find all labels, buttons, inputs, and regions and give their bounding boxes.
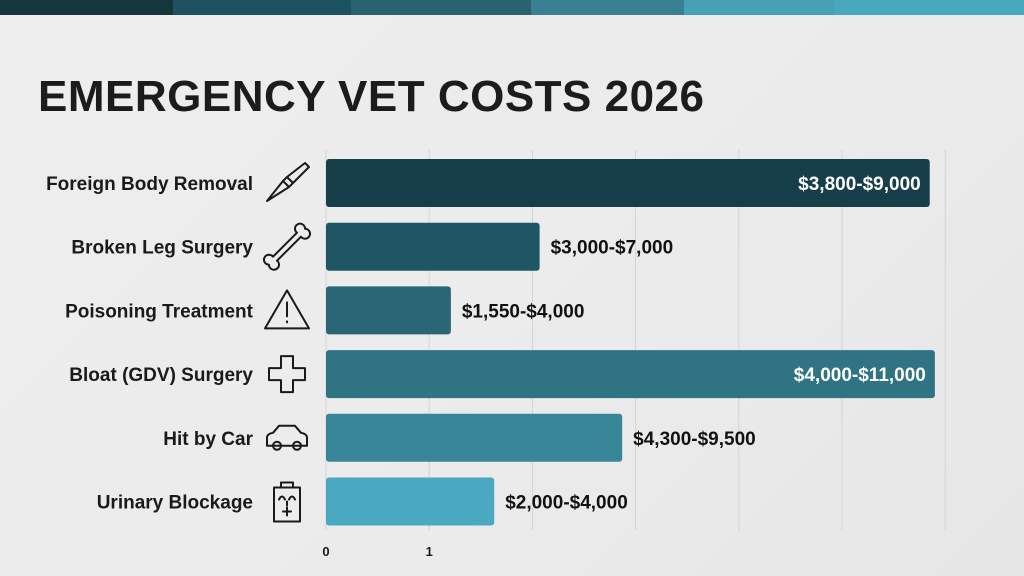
chart-title: EMERGENCY VET COSTS 2026	[38, 72, 705, 121]
data-label: $4,300-$9,500	[633, 429, 756, 450]
category-label: Foreign Body Removal	[46, 174, 253, 195]
bar-row: Foreign Body Removal $3,800-$9,000	[46, 159, 930, 207]
strip-segment	[351, 0, 531, 15]
clipboard-icon	[273, 481, 301, 523]
strip-segment	[834, 0, 1024, 15]
medical-cross-icon	[268, 355, 306, 394]
category-label: Urinary Blockage	[97, 493, 253, 514]
bar-row: Broken Leg Surgery $3,000-$7,000	[71, 222, 674, 271]
car-icon	[266, 424, 308, 451]
bar	[326, 413, 623, 462]
strip-segment	[531, 0, 684, 15]
bar-row: Poisoning Treatment $1,550-$4,000	[65, 286, 585, 335]
category-label: Broken Leg Surgery	[71, 238, 253, 259]
strip-segment	[684, 0, 834, 15]
bar	[326, 350, 935, 399]
category-label: Hit by Car	[163, 429, 253, 450]
bar-row: Hit by Car $4,300-$9,500	[163, 413, 756, 462]
x-tick-label: 1	[426, 544, 433, 559]
x-tick-label: 0	[322, 544, 329, 559]
data-label: $1,550-$4,000	[462, 301, 585, 322]
category-label: Poisoning Treatment	[65, 301, 254, 322]
data-label: $4,000-$11,000	[794, 365, 926, 386]
header-color-strip	[0, 0, 1024, 15]
bar	[326, 222, 540, 271]
bar	[326, 159, 930, 207]
data-label: $3,000-$7,000	[551, 238, 674, 259]
data-label: $3,800-$9,000	[798, 174, 921, 195]
strip-segment	[0, 0, 173, 15]
warning-icon	[264, 289, 310, 330]
bar-row: Bloat (GDV) Surgery $4,000-$11,000	[69, 350, 935, 399]
data-label: $2,000-$4,000	[505, 493, 628, 514]
category-label: Bloat (GDV) Surgery	[69, 365, 253, 386]
strip-segment	[173, 0, 351, 15]
scalpel-icon	[266, 162, 310, 202]
bone-icon	[263, 222, 311, 271]
bar	[326, 286, 451, 335]
bar	[326, 477, 495, 526]
bar-row: Urinary Blockage $2,000-$4,000	[97, 477, 628, 526]
